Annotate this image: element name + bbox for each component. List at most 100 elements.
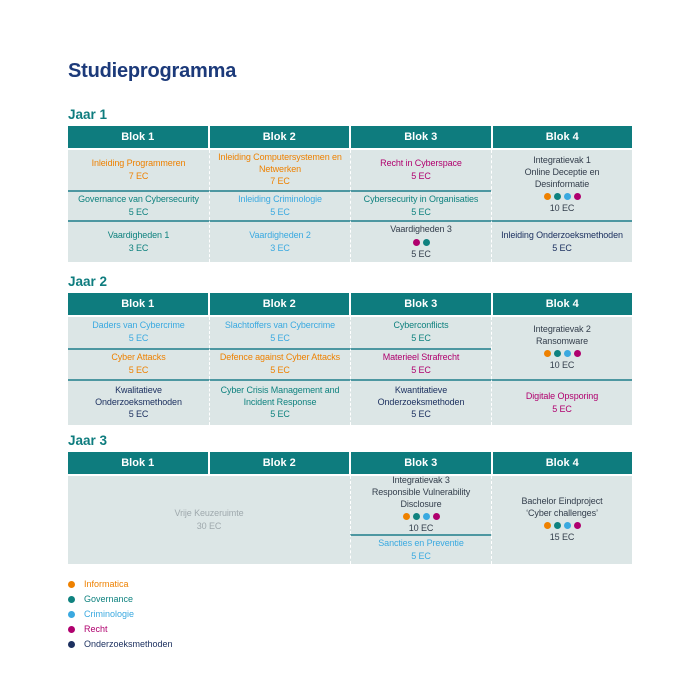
blok-2-header: Blok 2 [209,126,349,148]
legend-label: Onderzoeksmethoden [84,639,173,649]
legend-dot [68,581,84,588]
course-ec: 5 EC [411,206,431,217]
category-legend: Informatica Governance Criminologie Rech… [68,578,632,650]
blok-1-header: Blok 1 [68,293,208,315]
course-cell: Vaardigheden 1 3 EC [68,220,209,262]
year-3-section: Jaar 3 Blok 1 Blok 2 Blok 3 Blok 4 Vrije… [68,433,632,564]
legend-label: Criminologie [84,609,135,619]
course-ec: 5 EC [411,550,431,561]
informatica-dot [543,350,551,358]
recht-dot [573,522,581,530]
course-title: Bachelor Eindproject [521,495,603,506]
blok-2-header: Blok 2 [209,293,349,315]
governance-dot [422,238,430,246]
category-dots [402,513,440,521]
course-title: Vaardigheden 3 [390,223,452,234]
blok-4-header: Blok 4 [492,126,632,148]
course-ec: 7 EC [128,170,149,181]
course-subtitle: Responsible Vulnerability Disclosure [371,486,471,509]
course-subtitle: ‘Cyber challenges’ [526,507,598,518]
legend-dot [68,641,84,648]
course-cell: Inleiding Programmeren 7 EC [68,150,209,190]
course-title: Vrije Keuzeruimte [174,507,244,518]
course-ec: 5 EC [270,365,290,375]
course-title: Inleiding Programmeren [91,157,186,168]
course-title: Integratievak 3 [392,475,450,486]
recht-dot [573,350,581,358]
course-cell: Digitale Opsporing 5 EC [491,379,632,425]
informatica-dot [543,193,551,201]
year-1-table-body: Inleiding Programmeren 7 EC Inleiding Co… [68,150,632,262]
recht-dot [573,193,581,201]
blok-4-header: Blok 4 [492,452,632,474]
year-3-label: Jaar 3 [68,433,108,448]
course-title: Cyber Crisis Management and Incident Res… [220,384,340,407]
informatica-dot [68,581,75,588]
course-title: Slachtoffers van Cybercrime [224,320,336,331]
course-title: Cybersecurity in Organisaties [363,193,479,204]
legend-item: Governance [68,593,632,605]
course-ec: 5 EC [411,248,431,259]
blok-3-header: Blok 3 [351,293,491,315]
legend-item: Informatica [68,578,632,590]
course-ec: 30 EC [196,520,222,531]
course-cell: Integratievak 2 Ransomware 10 EC [491,317,632,379]
course-ec: 5 EC [411,409,431,420]
course-ec: 5 EC [128,409,149,420]
blok-2-header: Blok 2 [209,452,349,474]
category-dots [543,522,581,530]
course-ec: 5 EC [128,365,149,375]
course-ec: 10 EC [408,523,434,534]
course-title: Recht in Cyberspace [380,157,462,168]
content-area: Studieprogramma Jaar 1 Blok 1 Blok 2 Blo… [68,60,632,653]
category-dots [543,350,581,358]
recht-dot [412,238,420,246]
course-ec: 15 EC [549,532,575,543]
blok-3-header: Blok 3 [351,452,491,474]
informatica-dot [543,522,551,530]
course-title: Vaardigheden 2 [249,229,311,240]
governance-dot [412,513,420,521]
course-ec: 3 EC [128,242,149,253]
legend-item: Onderzoeksmethoden [68,638,632,650]
onderzoeksmethoden-dot [68,641,75,648]
governance-dot [553,350,561,358]
course-ec: 5 EC [411,333,431,343]
year-2-section: Jaar 2 Blok 1 Blok 2 Blok 3 Blok 4 Dader… [68,274,632,425]
course-title: Inleiding Onderzoeksmethoden [501,229,623,240]
course-cell: Sancties en Preventie 5 EC [350,534,491,564]
course-ec: 7 EC [270,176,290,187]
category-dots [412,238,430,246]
blok-1-header: Blok 1 [68,126,208,148]
legend-label: Governance [84,594,134,604]
course-cell: Kwantitatieve Onderzoeksmethoden 5 EC [350,379,491,425]
course-cell: Cyber Attacks 5 EC [68,348,209,379]
course-subtitle: Ransomware [535,335,589,346]
course-title: Materieel Strafrecht [382,352,460,363]
year-1-label: Jaar 1 [68,107,108,122]
course-title: Vaardigheden 1 [107,229,170,240]
course-cell: Inleiding Computersystemen en Netwerken … [209,150,350,190]
criminologie-dot [563,193,571,201]
course-ec: 5 EC [270,206,290,217]
course-ec: 5 EC [270,409,290,420]
governance-dot [553,522,561,530]
governance-dot [553,193,561,201]
course-ec: 5 EC [270,333,290,343]
course-title: Kwantitatieve Onderzoeksmethoden [377,384,465,407]
course-cell: Bachelor Eindproject ‘Cyber challenges’ … [491,476,632,564]
course-cell: Slachtoffers van Cybercrime 5 EC [209,317,350,348]
criminologie-dot [563,350,571,358]
course-cell: Defence against Cyber Attacks 5 EC [209,348,350,379]
blok-3-header: Blok 3 [351,126,491,148]
year-2-label: Jaar 2 [68,274,108,289]
course-ec: 5 EC [552,242,572,253]
course-cell: Cyberconflicts 5 EC [350,317,491,348]
course-ec: 5 EC [411,170,431,181]
year-2-table-body: Daders van Cybercrime 5 EC Slachtoffers … [68,317,632,425]
course-cell: Inleiding Criminologie 5 EC [209,190,350,220]
category-dots [543,193,581,201]
course-title: Cyber Attacks [111,352,166,363]
year-3-header-row: Blok 1 Blok 2 Blok 3 Blok 4 [68,452,632,474]
